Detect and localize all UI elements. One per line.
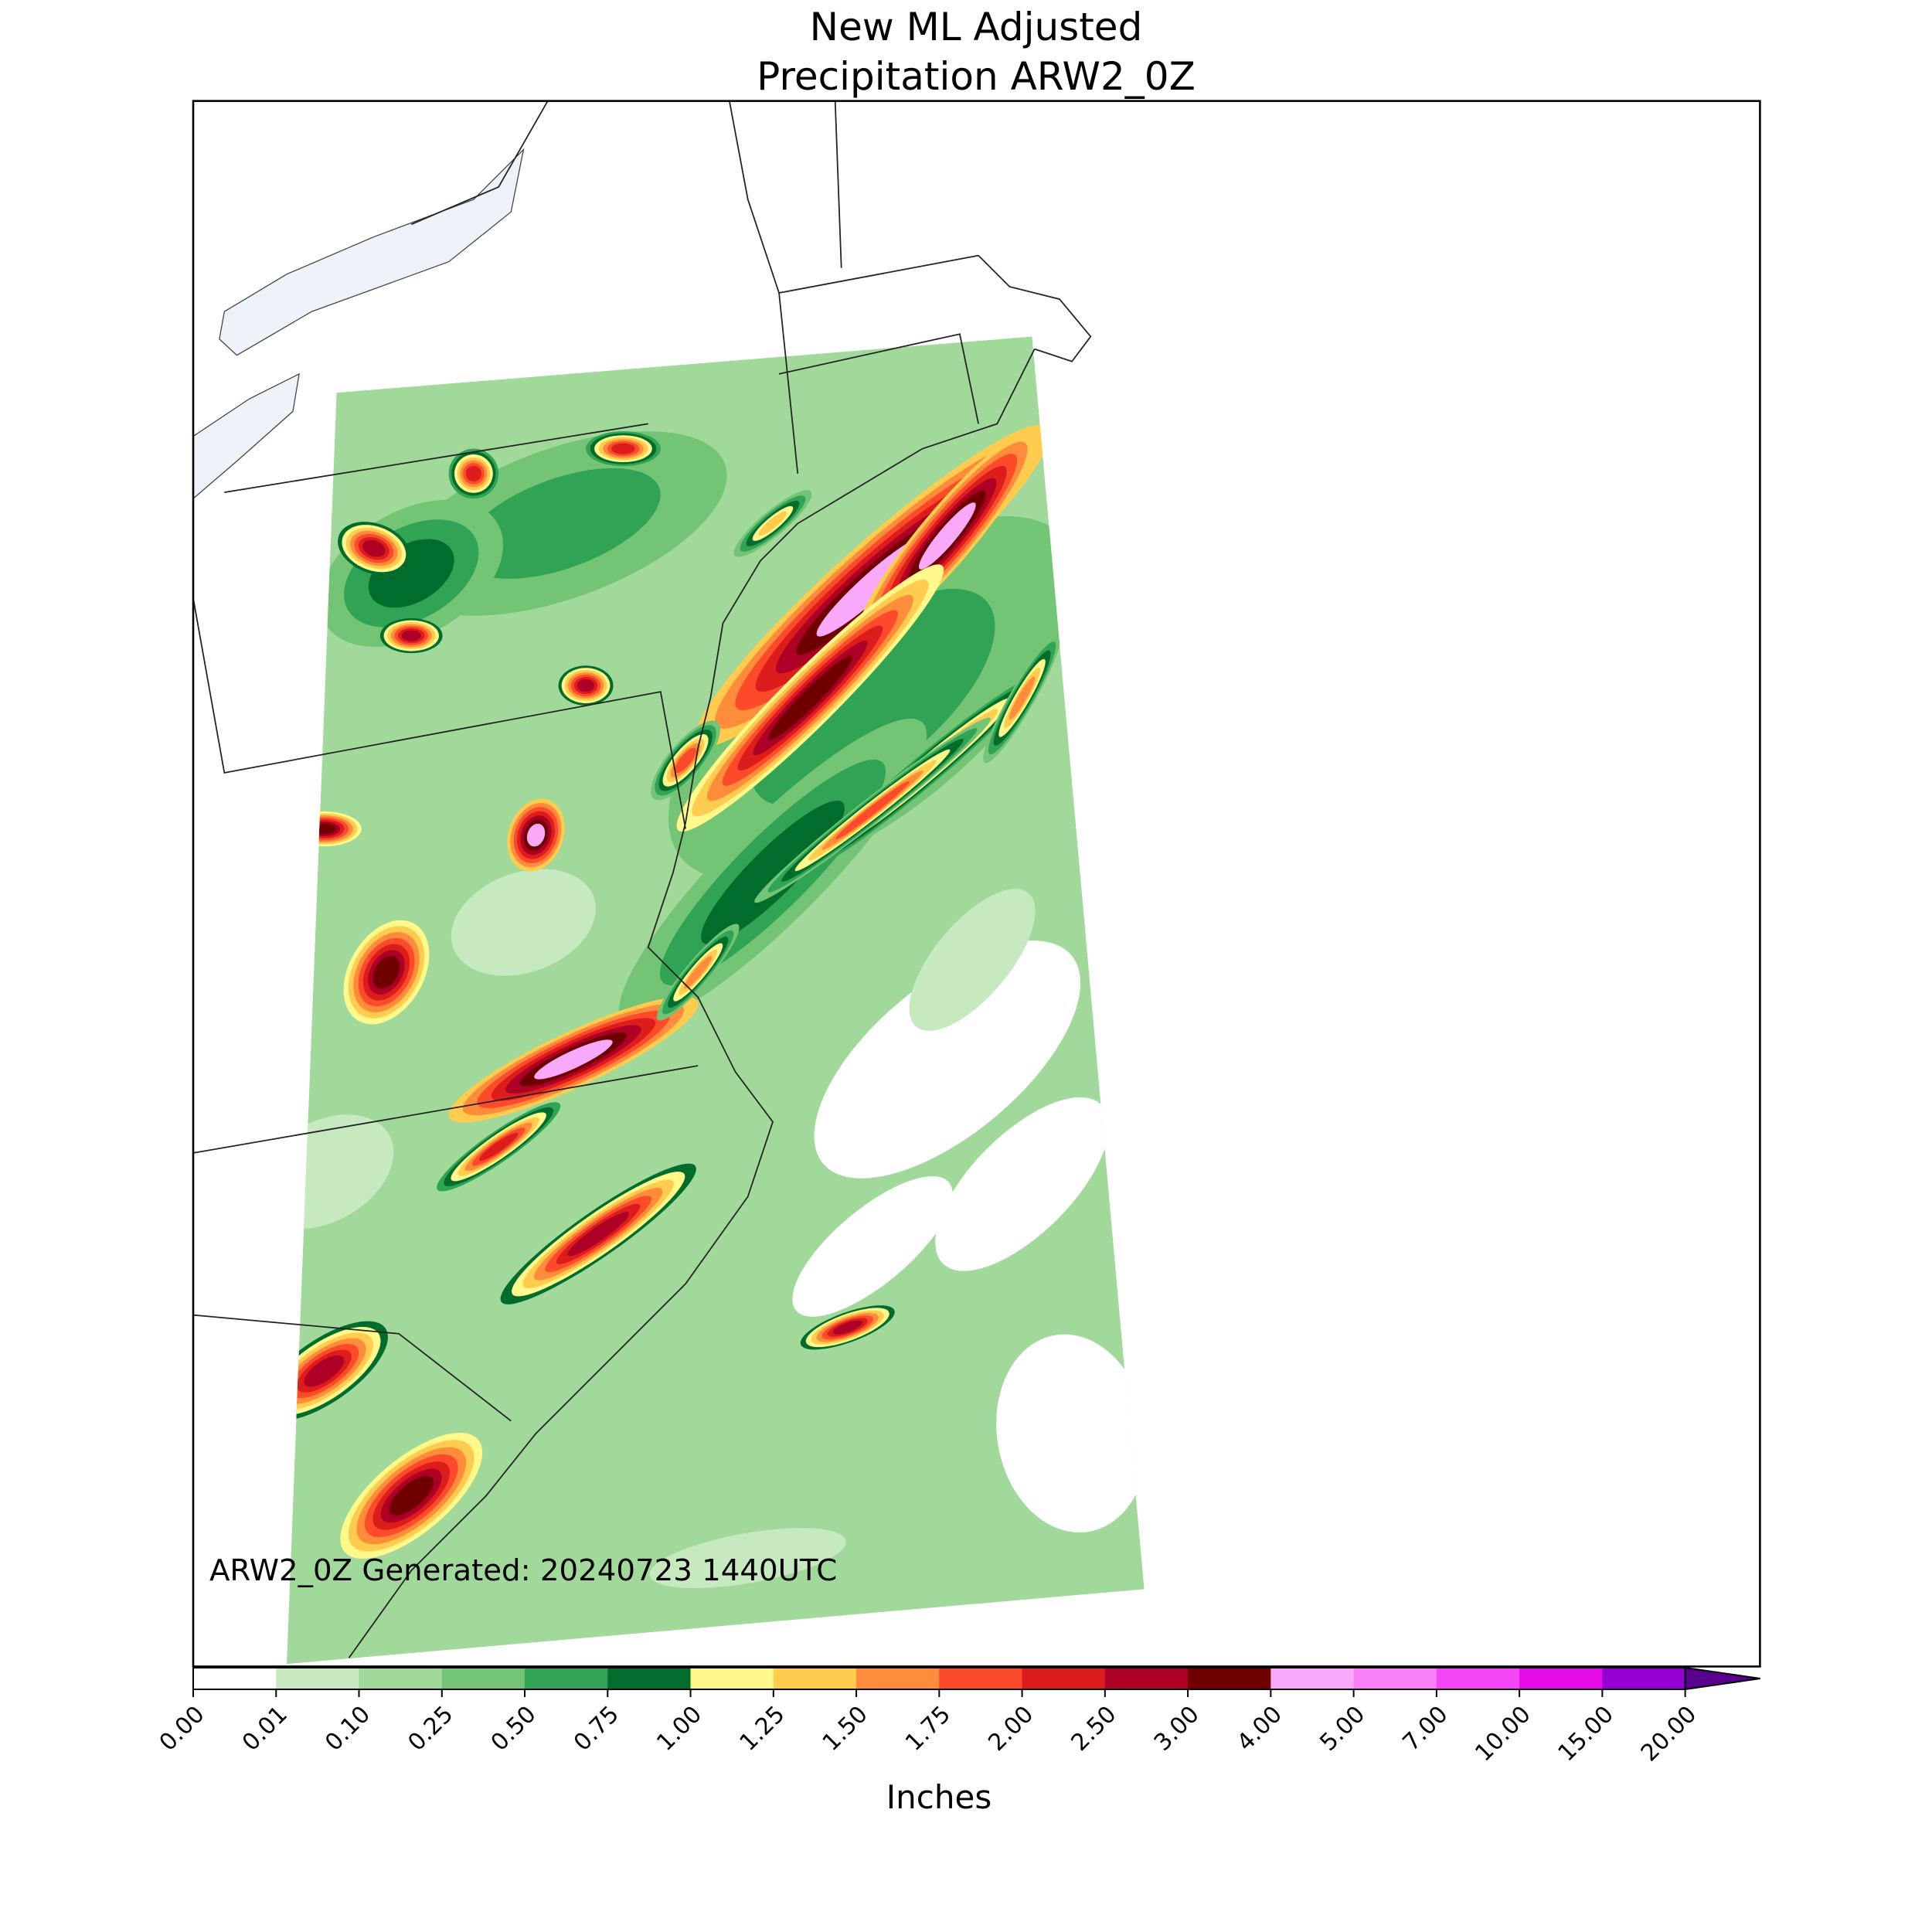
colorbar-segment: [939, 1668, 1023, 1689]
colorbar-segment: [525, 1668, 608, 1689]
colorbar-segment: [1353, 1668, 1437, 1689]
field-band: [1009, 676, 1036, 720]
field-band: [401, 630, 421, 641]
colorbar-segment: [607, 1668, 692, 1689]
field-band: [362, 539, 386, 557]
colorbar-segment: [359, 1668, 443, 1689]
state-border: [192, 598, 686, 829]
coastline: [978, 255, 1092, 362]
colorbar-tick-label: 5.00: [1315, 1701, 1370, 1757]
field-patch: [792, 1176, 953, 1317]
colorbar-tick-label: 1.50: [818, 1701, 873, 1757]
colorbar-tick-label: 4.00: [1232, 1701, 1287, 1757]
colorbar-tick-label: 7.00: [1398, 1701, 1454, 1757]
colorbar-segment: [193, 1668, 277, 1689]
lake-ontario: [219, 148, 525, 356]
colorbar-segment: [690, 1668, 774, 1689]
field-band: [465, 465, 482, 482]
field-band: [684, 956, 712, 988]
state-border: [410, 100, 549, 226]
field-band: [832, 1320, 862, 1335]
field-band: [701, 801, 845, 944]
map-layers: [192, 100, 1145, 1665]
colorbar-tick-label: 0.50: [486, 1701, 542, 1757]
colorbar-tick-label: 0.75: [569, 1701, 624, 1757]
field-band: [758, 511, 787, 536]
field-band: [835, 781, 910, 840]
colorbar-tick-label: 2.50: [1066, 1701, 1122, 1757]
field-band: [304, 1355, 345, 1387]
colorbar-tick-label: 3.00: [1149, 1701, 1205, 1757]
state-border: [778, 254, 979, 294]
colorbar-segment: [441, 1668, 526, 1689]
field-band: [674, 747, 697, 774]
colorbar-tick-label: 0.10: [320, 1701, 376, 1757]
colorbar-segment: [856, 1668, 940, 1689]
colorbar-segment: [1104, 1668, 1189, 1689]
state-border: [778, 333, 979, 424]
field-band: [577, 679, 595, 692]
state-border: [224, 423, 648, 493]
title-line: New ML Adjusted: [810, 5, 1143, 49]
field-patch: [996, 1334, 1145, 1533]
colorbar-tick-label: 1.25: [734, 1701, 790, 1757]
field-patch: [909, 889, 1036, 1031]
lake-erie: [192, 372, 300, 500]
title-line: Precipitation ARW2_0Z: [757, 54, 1196, 99]
colorbar-segment: [1519, 1668, 1603, 1689]
field-band: [479, 1132, 519, 1162]
field-band: [461, 468, 661, 580]
colorbar-tick-label: 1.00: [651, 1701, 707, 1757]
field-patch: [814, 940, 1081, 1179]
colorbar-segment: [773, 1668, 857, 1689]
colorbar-tick-label: 0.01: [237, 1701, 293, 1757]
colorbar-label: Inches: [886, 1778, 992, 1816]
field-patch: [649, 1528, 846, 1588]
colorbar-segment: [1022, 1668, 1106, 1689]
colorbar-tick-label: 2.00: [983, 1701, 1039, 1757]
field-band: [372, 955, 400, 989]
coastline: [348, 349, 1036, 1658]
map-area: ARW2_0Z Generated: 20240723 1440UTC: [192, 100, 1761, 1668]
colorbar: 0.00 0.01 0.10 0.25 0.50 0.75 1.00 1.25 1.50 1.75…: [155, 1666, 1760, 1767]
state-border: [192, 1065, 699, 1154]
colorbar-tick-label: 1.75: [900, 1701, 956, 1757]
field-band: [389, 1475, 434, 1516]
colorbar-tick-label: 0.25: [403, 1701, 458, 1757]
field-band: [750, 589, 995, 808]
field-patch: [935, 1097, 1109, 1271]
colorbar-segment: [1270, 1668, 1355, 1689]
field-band: [312, 823, 336, 835]
colorbar-segment: [276, 1668, 360, 1689]
field-band: [918, 502, 976, 570]
precipitation-field: [286, 336, 1145, 1665]
field-band: [534, 1039, 613, 1080]
colorbar-segment: [1602, 1668, 1686, 1689]
colorbar-tick-label: 10.00: [1470, 1701, 1536, 1767]
colorbar-segment: [1188, 1668, 1271, 1689]
colorbar-tick-label: 20.00: [1636, 1701, 1702, 1767]
field-patch: [451, 869, 596, 976]
state-border: [834, 100, 842, 268]
state-border: [192, 1314, 512, 1422]
state-border: [728, 100, 799, 474]
annotation: ARW2_0Z Generated: 20240723 1440UTC: [209, 1553, 837, 1588]
colorbar-segment: [1436, 1668, 1520, 1689]
field-band: [526, 823, 546, 847]
colorbar-extend: [1684, 1666, 1760, 1691]
field-band: [768, 655, 852, 740]
colorbar-tick-label: 15.00: [1553, 1701, 1619, 1767]
map-frame: [192, 100, 1761, 1668]
field-band: [611, 443, 635, 454]
colorbar-tick-label: 0.00: [155, 1701, 210, 1757]
field-band: [567, 1212, 629, 1257]
